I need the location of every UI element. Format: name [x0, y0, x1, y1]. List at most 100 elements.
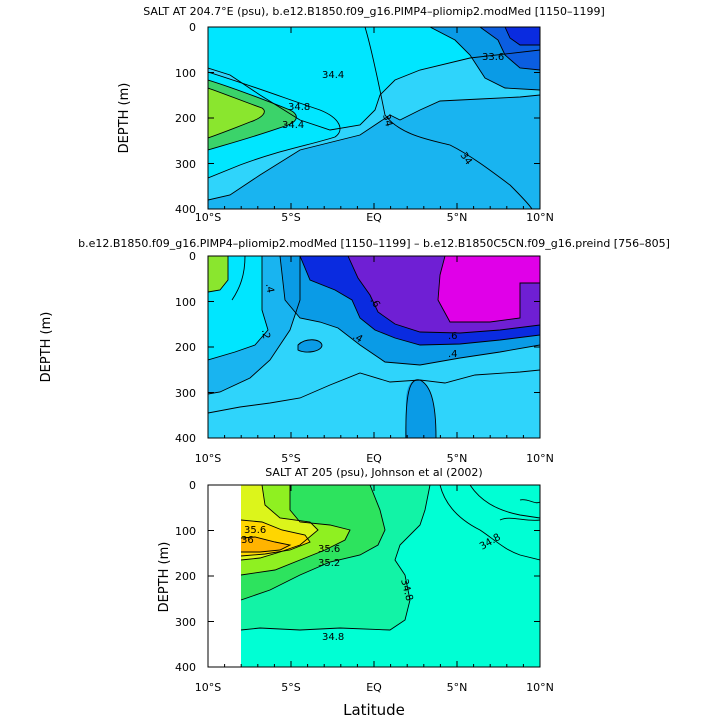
p1-xtick-1: 5°S [281, 211, 300, 224]
p2-contour-f [299, 256, 540, 346]
p2-ytick-1: 100 [175, 296, 196, 309]
p2-y-ticks: 0 100 200 300 400 [175, 250, 196, 445]
p2-fill-blob2 [405, 379, 436, 438]
p1-ytick-3: 300 [175, 158, 196, 171]
p1-xtick-2: EQ [366, 211, 382, 224]
p1-contour-a [208, 49, 540, 131]
p3-label-2: 36 [241, 535, 254, 546]
p2-ytick-3: 300 [175, 387, 196, 400]
panel-2: b.e12.B1850.f09_g16.PIMP4–pliomip2.modMe… [39, 237, 670, 465]
p2-contour-g [347, 256, 540, 334]
p3-contour-h [469, 485, 540, 519]
p3-fill-6 [241, 537, 290, 552]
p2-ytick-2: 200 [175, 341, 196, 354]
p3-label-4: 35.2 [318, 558, 340, 569]
p3-contour-g [439, 485, 540, 561]
p2-label-3: .4 [351, 331, 365, 345]
p1-contour-g [429, 27, 540, 91]
p2-contour-blob [297, 339, 323, 353]
p2-label-2: .2 [259, 329, 271, 340]
p3-contour-c [240, 485, 351, 576]
p1-ytick-1: 100 [175, 67, 196, 80]
p3-label-3: 35.6 [318, 544, 340, 555]
p1-contour-b [208, 94, 540, 201]
panel-1-ylabel: DEPTH (m) [117, 83, 132, 154]
p2-xtick-4: 10°N [526, 452, 554, 465]
panel-1-plot [208, 27, 540, 209]
p1-label-4: 34 [380, 113, 394, 128]
p3-ytick-0: 0 [189, 479, 196, 492]
p1-x-ticks: 10°S 5°S EQ 5°N 10°N [195, 211, 554, 224]
p2-ytick-0: 0 [189, 250, 196, 263]
p2-label-5: .6 [448, 331, 458, 342]
p3-contour-i [499, 517, 540, 521]
p2-contour-i [208, 369, 540, 414]
p1-contour-h [479, 27, 540, 71]
p3-contour-e [240, 519, 311, 557]
panel-2-title: b.e12.B1850.f09_g16.PIMP4–pliomip2.modMe… [78, 237, 670, 250]
panel-3: SALT AT 205 (psu), Johnson et al (2002) … [157, 466, 554, 694]
p2-ytick-4: 400 [175, 432, 196, 445]
p1-label-1: 34.4 [322, 70, 344, 81]
p2-contour-b [208, 256, 269, 361]
p1-contour-f [364, 27, 533, 209]
p1-xtick-4: 10°N [526, 211, 554, 224]
p1-fill-core [208, 88, 265, 138]
p3-contour-a [240, 485, 431, 631]
p2-contour-h [437, 256, 540, 323]
p3-xtick-0: 10°S [195, 681, 221, 694]
p1-contour-d [208, 79, 297, 151]
p2-label-4: .6 [367, 296, 381, 310]
p3-ytick-3: 300 [175, 616, 196, 629]
p1-fill-mid [208, 50, 540, 200]
p1-contour-c [208, 71, 341, 179]
p2-fill-blob [298, 339, 322, 353]
p3-xtick-2: EQ [366, 681, 382, 694]
p3-xtick-3: 5°N [447, 681, 468, 694]
panel-1-title: SALT AT 204.7°E (psu), b.e12.B1850.f09_g… [143, 5, 605, 18]
p1-xtick-3: 5°N [447, 211, 468, 224]
p2-xtick-1: 5°S [281, 452, 300, 465]
p3-x-ticks: 10°S 5°S EQ 5°N 10°N [195, 681, 554, 694]
p2-contour-e [279, 256, 540, 366]
p3-contour-f [240, 536, 292, 553]
p2-xtick-3: 5°N [447, 452, 468, 465]
p3-label-1: 35.6 [244, 525, 266, 536]
p2-fill-magenta [438, 256, 540, 322]
p2-x-ticks: 10°S 5°S EQ 5°N 10°N [195, 452, 554, 465]
p2-contour-d [231, 256, 246, 301]
p3-contour-b [240, 485, 386, 601]
panel-2-ylabel: DEPTH (m) [39, 312, 54, 383]
p3-y-ticks: 0 100 200 300 400 [175, 479, 196, 674]
p1-label-6: 33.6 [482, 52, 504, 63]
p1-contour-i [504, 27, 540, 46]
p2-contour-blob2 [405, 379, 437, 438]
panel-3-plot [240, 485, 540, 667]
p2-contour-a [208, 256, 301, 395]
p2-contour-c [208, 256, 229, 293]
p2-fill-green [208, 256, 228, 292]
panel-2-plot [208, 256, 540, 438]
p1-contour-e [208, 87, 265, 139]
p1-ytick-2: 200 [175, 112, 196, 125]
p1-ytick-0: 0 [189, 21, 196, 34]
p3-xtick-4: 10°N [526, 681, 554, 694]
p1-xtick-0: 10°S [195, 211, 221, 224]
p1-label-2: 34.8 [288, 102, 310, 113]
p2-label-6: .4 [448, 349, 458, 360]
figure-xlabel: Latitude [343, 701, 405, 719]
p3-ytick-4: 400 [175, 661, 196, 674]
p1-ytick-4: 400 [175, 203, 196, 216]
p2-xtick-0: 10°S [195, 452, 221, 465]
p2-label-1: .4 [263, 283, 275, 294]
p1-label-3: 34.4 [282, 120, 304, 131]
p3-ytick-1: 100 [175, 525, 196, 538]
p3-ytick-2: 200 [175, 570, 196, 583]
p2-contour-labels: .4 .2 .4 .6 .6 .4 [259, 283, 458, 360]
p3-contour-j [519, 499, 540, 504]
panel-1: SALT AT 204.7°E (psu), b.e12.B1850.f09_g… [117, 5, 605, 224]
p3-contour-d [240, 485, 319, 561]
p3-label-7: 34.8 [322, 632, 344, 643]
panel-3-title: SALT AT 205 (psu), Johnson et al (2002) [265, 466, 482, 479]
